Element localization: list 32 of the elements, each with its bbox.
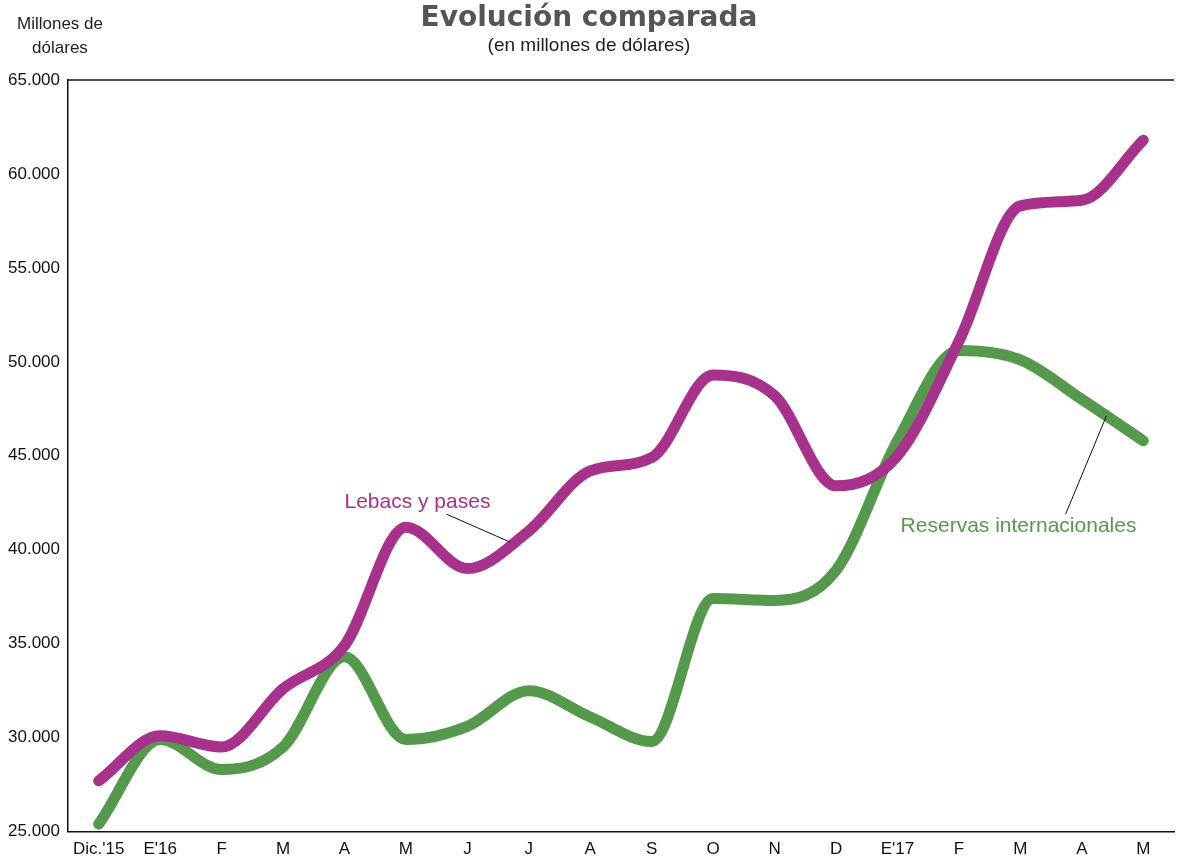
- x-tick-label: F: [953, 839, 965, 859]
- x-tick-label: A: [1076, 839, 1089, 859]
- x-tick-label: M: [1013, 839, 1028, 859]
- y-tick-label: 65.000: [8, 69, 60, 89]
- y-tick-label: 35.000: [8, 633, 60, 653]
- x-tick-label: D: [829, 839, 843, 859]
- y-tick-label: 40.000: [8, 539, 60, 559]
- x-tick-label: M: [1136, 839, 1151, 859]
- series-label: Lebacs y pases: [344, 489, 491, 513]
- x-tick-label: J: [463, 839, 472, 859]
- x-tick-label: F: [216, 839, 227, 859]
- x-tick-label: M: [275, 839, 291, 859]
- x-tick-label: O: [706, 839, 720, 859]
- x-tick-label: E'17: [880, 839, 915, 859]
- x-tick-label: S: [646, 839, 658, 859]
- y-tick-label: 30.000: [8, 727, 60, 747]
- y-tick-label: 55.000: [8, 257, 60, 277]
- series-label: Reservas internacionales: [900, 512, 1137, 536]
- chart-title: Evolución comparada: [420, 0, 758, 33]
- y-tick-label: 50.000: [8, 351, 60, 371]
- x-tick-label: E'16: [143, 839, 177, 859]
- x-tick-label: N: [768, 839, 781, 859]
- y-axis-title: Millones de dólares: [16, 13, 104, 59]
- x-tick-label: A: [584, 839, 597, 859]
- x-tick-label: M: [398, 839, 414, 859]
- y-tick-label: 25.000: [8, 821, 60, 841]
- x-tick-label: J: [524, 839, 534, 859]
- x-tick-label: Dic.'15: [73, 839, 125, 859]
- y-tick-label: 45.000: [8, 445, 60, 465]
- x-tick-label: A: [338, 839, 351, 859]
- y-tick-label: 60.000: [8, 163, 60, 183]
- chart-subtitle: (en millones de dólares): [487, 34, 691, 55]
